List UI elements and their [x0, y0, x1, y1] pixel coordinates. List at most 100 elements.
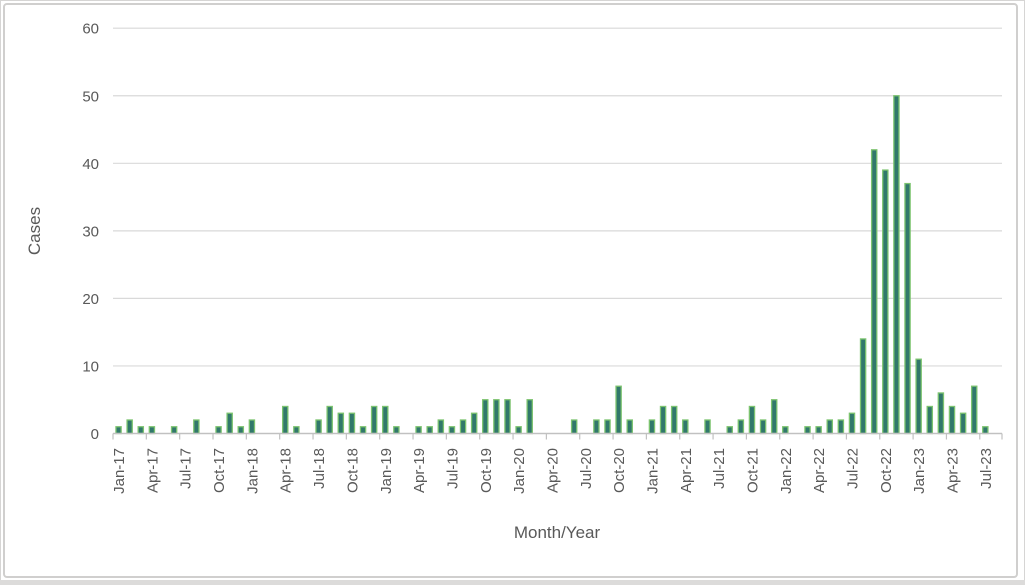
bar — [326, 405, 333, 435]
bar — [870, 149, 878, 435]
bar — [770, 399, 778, 435]
bar — [893, 95, 900, 435]
bar — [215, 426, 222, 435]
bar — [459, 419, 467, 435]
y-tick-label: 30 — [82, 223, 99, 240]
window-bottom-edge — [0, 580, 1025, 585]
x-tick-label: Oct-22 — [878, 448, 895, 493]
y-tick-label: 50 — [82, 88, 99, 105]
x-tick-label: Jul-22 — [844, 448, 861, 489]
bar — [348, 412, 356, 435]
bar — [570, 419, 578, 435]
bar — [148, 426, 156, 435]
bar — [115, 426, 122, 435]
bar — [515, 426, 522, 435]
bar — [315, 419, 322, 435]
bar — [748, 405, 756, 435]
bar — [859, 338, 867, 435]
bar — [493, 399, 500, 435]
y-tick-label: 40 — [82, 156, 99, 173]
bar — [726, 426, 733, 435]
bar — [382, 405, 389, 435]
bar — [359, 426, 367, 435]
y-axis-tick-labels: 0 10 20 30 40 50 60 — [82, 21, 99, 443]
x-tick-label: Jan-22 — [778, 448, 795, 494]
x-tick-label: Apr-19 — [411, 448, 428, 493]
x-tick-label: Jan-21 — [644, 448, 661, 494]
bar — [804, 426, 811, 435]
bar — [281, 405, 289, 435]
bar — [504, 399, 511, 435]
x-tick-label: Apr-17 — [144, 448, 161, 493]
bar — [759, 419, 767, 435]
x-tick-label: Oct-18 — [344, 448, 361, 493]
x-tick-label: Apr-18 — [278, 448, 295, 493]
bar — [248, 419, 256, 435]
x-tick-label: Apr-23 — [944, 448, 961, 493]
bar — [837, 419, 845, 435]
bar — [926, 405, 934, 435]
x-tick-label: Jan-18 — [244, 448, 261, 494]
bar — [370, 405, 378, 435]
bar — [170, 426, 178, 435]
bar — [482, 399, 489, 435]
bar — [670, 405, 678, 435]
bar — [915, 358, 922, 435]
x-tick-label: Oct-20 — [611, 448, 628, 493]
x-tick-label: Jul-21 — [711, 448, 728, 489]
x-tick-label: Jul-18 — [311, 448, 328, 489]
bar — [437, 419, 445, 435]
bar — [826, 419, 834, 435]
bar — [526, 399, 533, 435]
bar — [904, 182, 911, 435]
bar — [682, 419, 689, 435]
bar — [815, 426, 822, 435]
bar — [137, 426, 145, 435]
x-axis-title: Month/Year — [514, 523, 601, 542]
bar — [737, 419, 745, 435]
x-tick-label: Apr-22 — [811, 448, 828, 493]
bar — [126, 419, 133, 435]
bar — [226, 412, 233, 435]
y-tick-label: 20 — [82, 291, 99, 308]
bar — [237, 426, 245, 435]
bar — [948, 405, 956, 435]
bar — [470, 412, 478, 435]
bars — [115, 95, 989, 435]
x-tick-label: Jan-23 — [911, 448, 928, 494]
bar — [982, 426, 989, 435]
bar — [970, 385, 978, 435]
gridlines — [113, 27, 1002, 367]
x-tick-label: Apr-21 — [678, 448, 695, 493]
bar — [782, 426, 789, 435]
bar — [448, 426, 456, 435]
bar — [937, 392, 945, 435]
x-tick-label: Oct-21 — [744, 448, 761, 493]
bar — [882, 169, 889, 435]
x-tick-label: Jan-17 — [111, 448, 128, 494]
bar — [415, 426, 422, 435]
bar — [393, 426, 400, 435]
bar — [293, 426, 300, 435]
bar — [959, 412, 967, 435]
bar — [659, 405, 667, 435]
bar — [604, 419, 611, 435]
x-tick-label: Oct-19 — [478, 448, 495, 493]
axis-lines-and-ticks — [112, 432, 1003, 440]
x-tick-label: Jan-19 — [378, 448, 395, 494]
y-axis-title: Cases — [25, 207, 44, 255]
x-tick-label: Jul-20 — [578, 448, 595, 489]
bar — [593, 419, 600, 435]
x-tick-label: Jul-17 — [178, 448, 195, 489]
x-tick-label: Jul-19 — [444, 448, 461, 489]
y-tick-label: 10 — [82, 358, 99, 375]
x-tick-label: Jul-23 — [978, 448, 995, 489]
y-tick-label: 0 — [91, 426, 99, 443]
bar — [426, 426, 433, 435]
x-tick-label: Oct-17 — [211, 448, 228, 493]
bar — [848, 412, 856, 435]
bar — [648, 419, 656, 435]
y-tick-label: 60 — [82, 21, 99, 38]
chart-frame — [3, 3, 1018, 578]
